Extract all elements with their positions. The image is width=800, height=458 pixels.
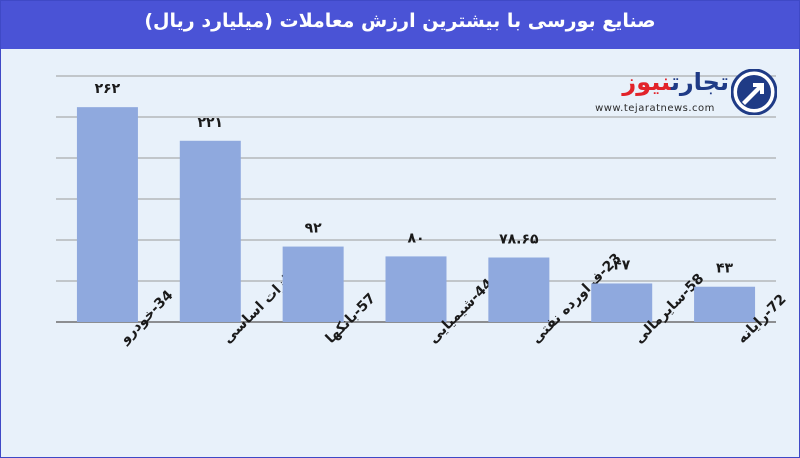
tejaratnews-logo-icon — [731, 69, 777, 115]
tejaratnews-logo: تجارتنیوز www.tejaratnews.com — [581, 63, 781, 125]
data-label: ۷۸.۶۵ — [499, 232, 539, 248]
bar — [488, 257, 550, 322]
bar — [179, 140, 241, 322]
title-bar: صنایع بورسی با بیشترین ارزش معاملات (میل… — [1, 1, 799, 49]
logo-name-accent: نیوز — [622, 68, 671, 96]
data-label: ۲۲۱ — [197, 115, 223, 131]
data-label: ۸۰ — [407, 230, 424, 246]
data-label: ۴۳ — [716, 261, 734, 277]
data-label: ۴۷ — [613, 257, 631, 273]
logo-name-main: تجارت — [670, 68, 729, 96]
bar — [282, 246, 344, 322]
bar — [76, 107, 138, 322]
bar — [591, 283, 653, 322]
data-label: ۹۲ — [305, 221, 323, 237]
logo-name: تجارتنیوز — [622, 67, 729, 97]
bar — [694, 286, 756, 322]
bar — [385, 256, 447, 322]
logo-url: www.tejaratnews.com — [595, 103, 715, 114]
chart-title: صنایع بورسی با بیشترین ارزش معاملات (میل… — [144, 10, 656, 32]
data-label: ۲۶۲ — [95, 81, 121, 97]
